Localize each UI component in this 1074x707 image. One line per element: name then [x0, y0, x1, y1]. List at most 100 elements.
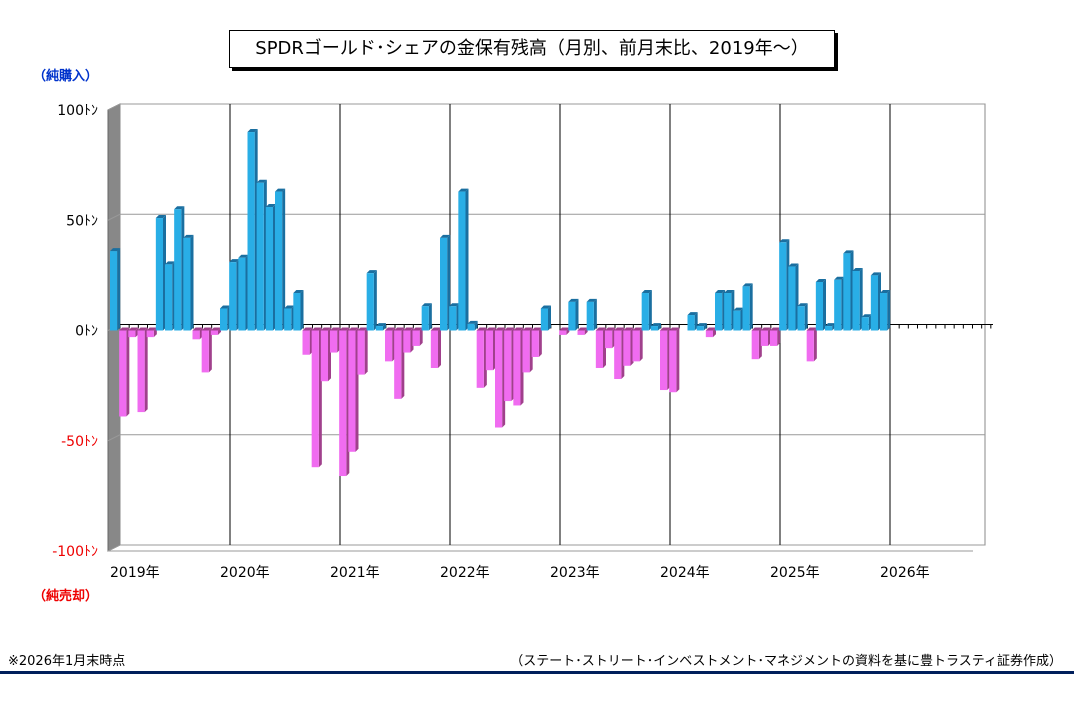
bar: [540, 305, 551, 331]
bar: [669, 327, 680, 393]
bar: [586, 298, 597, 331]
bar: [880, 290, 891, 331]
bar: [751, 327, 762, 360]
bar: [531, 327, 542, 357]
bar: [330, 327, 341, 353]
bar: [806, 327, 817, 362]
bar: [715, 290, 726, 331]
bar: [834, 276, 845, 331]
bar: [302, 327, 313, 355]
bar: [137, 327, 148, 413]
bar: [614, 327, 625, 380]
sell-label: （純売却）: [33, 589, 99, 604]
bar: [449, 303, 460, 331]
x-year-label: 2026年: [880, 565, 930, 581]
bar: [421, 303, 432, 331]
bar: [724, 290, 735, 331]
bar: [394, 327, 405, 399]
bar: [385, 327, 396, 362]
gridline-h-depth: [107, 213, 121, 221]
x-year-label: 2020年: [220, 565, 270, 581]
x-year-label: 2021年: [330, 565, 380, 581]
bar: [293, 290, 304, 331]
gridline-h-depth: [107, 103, 121, 111]
y-tick-label: -50ﾄﾝ: [61, 434, 98, 450]
bar: [742, 283, 753, 331]
bar: [119, 327, 130, 417]
bar: [165, 261, 176, 331]
bar: [357, 327, 368, 375]
bar: [375, 323, 386, 331]
bar: [522, 327, 533, 373]
bar: [788, 263, 799, 331]
bar: [366, 270, 377, 331]
bar: [174, 206, 185, 331]
bar: [504, 327, 515, 402]
x-year-label: 2023年: [550, 565, 600, 581]
x-year-label: 2024年: [660, 565, 710, 581]
bar: [476, 327, 487, 388]
gridline-h-depth: [107, 434, 121, 442]
bar: [220, 305, 231, 331]
bar: [284, 305, 295, 331]
bar-chart: 100ﾄﾝ 50ﾄﾝ 0ﾄﾝ -50ﾄﾝ -100ﾄﾝ 2019年 2020年 2021年 20…: [52, 103, 993, 581]
bar: [870, 272, 881, 331]
bar: [568, 298, 579, 331]
bar: [348, 327, 359, 452]
bar: [632, 327, 643, 362]
bar: [201, 327, 212, 373]
bar: [852, 267, 863, 331]
bar: [256, 179, 267, 331]
bar: [183, 234, 194, 331]
bar: [320, 327, 331, 382]
bar: [485, 327, 496, 371]
y-tick-label: 0ﾄﾝ: [75, 324, 98, 340]
bar: [623, 327, 634, 366]
gridline-h-depth: [107, 544, 121, 552]
buy-label: （純購入）: [33, 69, 99, 84]
bar: [110, 248, 121, 331]
bar: [275, 188, 286, 331]
bar: [779, 239, 790, 331]
bar: [192, 327, 203, 340]
x-year-label: 2022年: [440, 565, 490, 581]
bar: [155, 215, 166, 331]
bottom-rule: [0, 671, 1074, 674]
bar: [733, 307, 744, 331]
bar: [660, 327, 671, 391]
bar: [861, 314, 872, 331]
bar: [495, 327, 506, 428]
bar: [339, 327, 350, 477]
x-year-label: 2025年: [770, 565, 820, 581]
bar: [467, 320, 478, 331]
bar: [458, 188, 469, 331]
bar: [650, 323, 661, 331]
footnote: ※2026年1月末時点: [8, 654, 126, 669]
bar: [311, 327, 322, 468]
bar: [247, 129, 258, 331]
bar: [687, 312, 698, 331]
x-year-label: 2019年: [110, 565, 160, 581]
bar: [265, 204, 276, 331]
bar: [595, 327, 606, 368]
bar: [797, 303, 808, 331]
bar: [843, 250, 854, 331]
bar: [760, 327, 771, 346]
bar: [815, 278, 826, 331]
bar: [440, 234, 451, 331]
bar: [770, 327, 781, 346]
bar: [641, 290, 652, 331]
source-note: （ステート･ストリート･インベストメント･マネジメントの資料を基に豊トラスティ証…: [510, 654, 1062, 669]
bar: [403, 327, 414, 353]
bar: [229, 259, 240, 331]
y-tick-label: 50ﾄﾝ: [66, 213, 98, 229]
y-tick-label: -100ﾄﾝ: [52, 544, 98, 560]
bar: [696, 323, 707, 331]
chart-title: SPDRゴールド･シェアの金保有残高（月別、前月末比、2019年～）: [229, 30, 835, 68]
bar: [513, 327, 524, 406]
bar: [412, 327, 423, 346]
bar: [430, 327, 441, 368]
y-tick-label: 100ﾄﾝ: [57, 103, 98, 119]
bar: [605, 327, 616, 349]
bar: [238, 254, 249, 331]
